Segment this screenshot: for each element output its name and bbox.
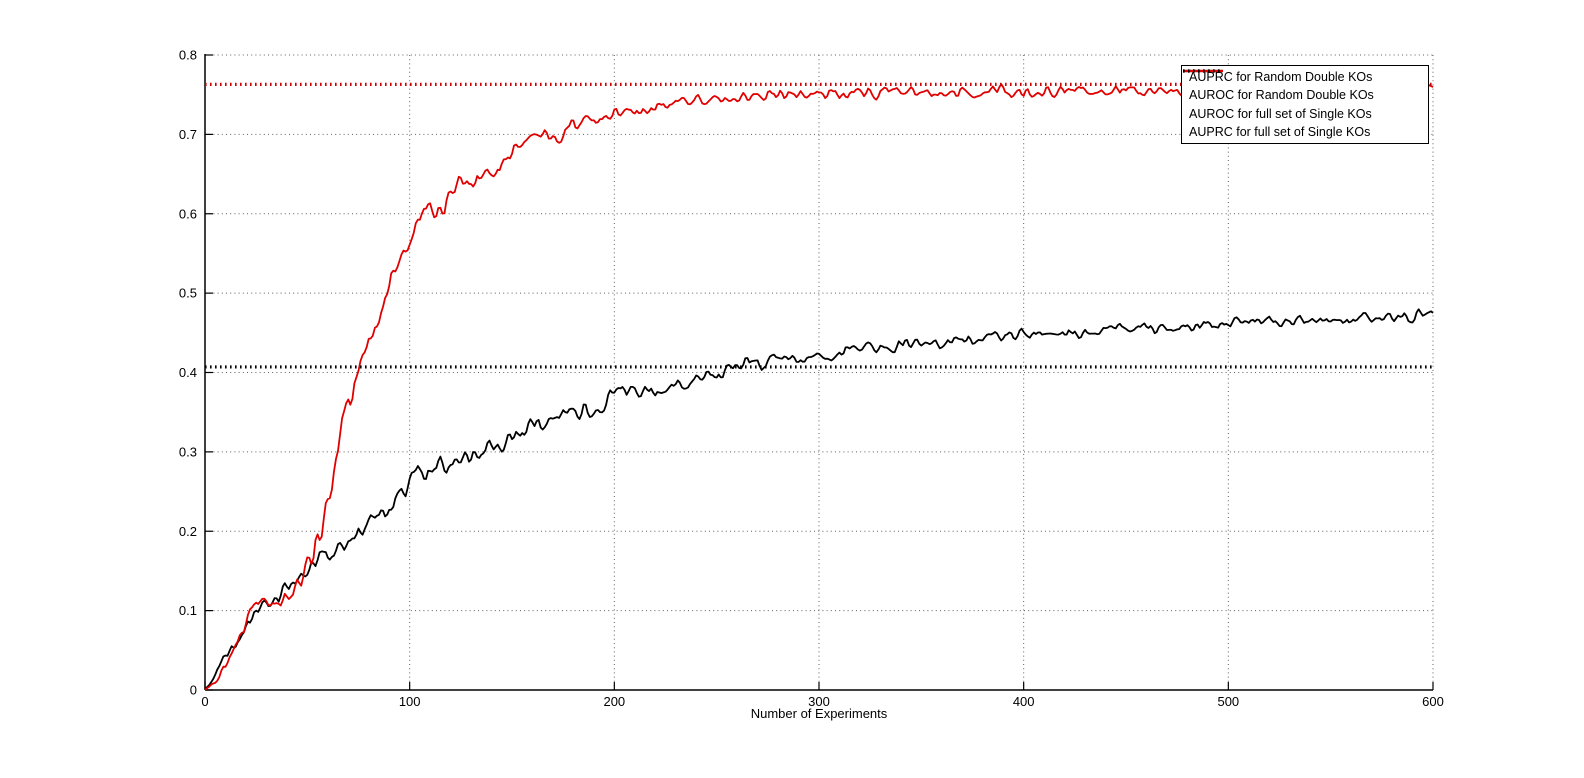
- legend-item-auroc-random: AUROC for Random Double KOs: [1182, 69, 1428, 104]
- legend-label: AUROC for full set of Single KOs: [1189, 106, 1372, 121]
- y-tick-label: 0.8: [179, 48, 197, 63]
- y-tick-label: 0.7: [179, 127, 197, 142]
- x-tick-label: 400: [1013, 694, 1035, 709]
- x-tick-label: 100: [399, 694, 421, 709]
- x-tick-label: 0: [201, 694, 208, 709]
- y-tick-label: 0.6: [179, 206, 197, 221]
- legend-label: AUPRC for Random Double KOs: [1189, 70, 1373, 85]
- legend-line-sample-3: [1183, 69, 1223, 73]
- y-tick-label: 0.4: [179, 365, 197, 380]
- y-tick-label: 0: [190, 683, 197, 698]
- y-tick-label: 0.2: [179, 524, 197, 539]
- data-curve-0: [204, 308, 1434, 691]
- chart-legend: AUPRC for Random Double KOs AUROC for Ra…: [1181, 65, 1429, 144]
- legend-label: AUROC for Random Double KOs: [1189, 88, 1374, 103]
- legend-item-auroc-single: AUROC for full set of Single KOs: [1182, 69, 1428, 123]
- x-tick-label: 300: [808, 694, 830, 709]
- y-tick-label: 0.3: [179, 444, 197, 459]
- y-tick-label: 0.1: [179, 603, 197, 618]
- x-axis-title: Number of Experiments: [750, 706, 888, 721]
- x-tick-label: 200: [603, 694, 625, 709]
- legend-item-auprc-single: AUPRC for full set of Single KOs: [1182, 69, 1428, 141]
- legend-label: AUPRC for full set of Single KOs: [1189, 124, 1371, 139]
- x-tick-label: 600: [1422, 694, 1444, 709]
- y-tick-label: 0.5: [179, 286, 197, 301]
- x-tick-label: 500: [1217, 694, 1239, 709]
